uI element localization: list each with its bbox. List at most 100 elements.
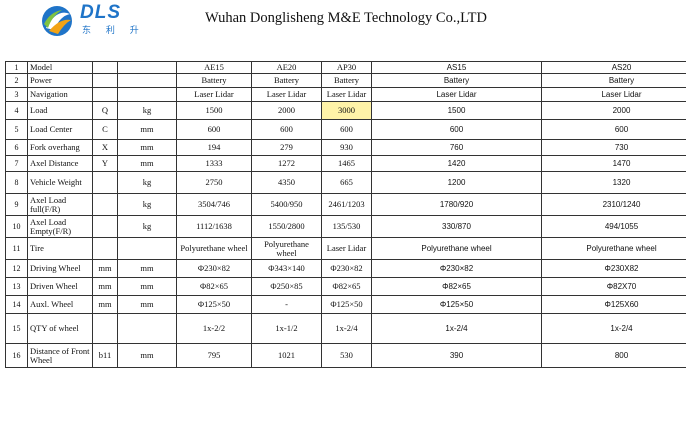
value-as15: AS15 [371, 61, 542, 74]
parameter-symbol [92, 87, 118, 102]
parameter-name: Auxl. Wheel [27, 295, 93, 314]
value-ae15: Laser Lidar [176, 87, 252, 102]
value-ap30: 665 [321, 171, 372, 194]
value-as20: Φ125X60 [541, 295, 686, 314]
value-ae20: 5400/950 [251, 193, 322, 216]
table-row: 12 Driving Wheel mm mm Φ230×82 Φ343×140 Φ230×8… [5, 259, 686, 278]
parameter-unit: mm [117, 139, 177, 156]
table-row: 10 Axel Load Empty(F/R) kg 1112/1638 1550/28… [5, 215, 686, 238]
value-as20: 494/1055 [541, 215, 686, 238]
value-ae20: Φ343×140 [251, 259, 322, 278]
row-number: 5 [5, 119, 28, 140]
value-ae20: 279 [251, 139, 322, 156]
parameter-name: Axel Distance [27, 155, 93, 172]
parameter-name: Model [27, 61, 93, 74]
value-as20: Laser Lidar [541, 87, 686, 102]
parameter-unit: kg [117, 171, 177, 194]
value-as20: 1320 [541, 171, 686, 194]
value-ae15: Φ125×50 [176, 295, 252, 314]
value-ae20: 1272 [251, 155, 322, 172]
value-ae20: Polyurethane wheel [251, 237, 322, 260]
parameter-symbol: mm [92, 259, 118, 278]
value-as20: 2000 [541, 101, 686, 120]
value-ae20: - [251, 295, 322, 314]
value-ap30: 135/530 [321, 215, 372, 238]
parameter-symbol: Q [92, 101, 118, 120]
value-ae15: 1x-2/2 [176, 313, 252, 344]
parameter-unit [117, 237, 177, 260]
parameter-name: Driven Wheel [27, 277, 93, 296]
value-ae20: 600 [251, 119, 322, 140]
value-ae15: Battery [176, 73, 252, 88]
value-as20: Φ230X82 [541, 259, 686, 278]
parameter-name: Load Center [27, 119, 93, 140]
value-ap30: Φ230×82 [321, 259, 372, 278]
logo-text: DLS [80, 2, 121, 23]
value-ae20: AE20 [251, 61, 322, 74]
parameter-unit [117, 87, 177, 102]
parameter-unit [117, 61, 177, 74]
value-ae20: 1550/2800 [251, 215, 322, 238]
table-row: 11 Tire Polyurethane wheel Polyurethane whe… [5, 237, 686, 260]
value-as15: 1x-2/4 [371, 313, 542, 344]
value-as20: Battery [541, 73, 686, 88]
table-row: 9 Axel Load full(F/R) kg 3504/746 5400/950 24… [5, 193, 686, 216]
value-as20: AS20 [541, 61, 686, 74]
parameter-unit: mm [117, 343, 177, 368]
row-number: 15 [5, 313, 28, 344]
table-row: 1 Model AE15 AE20 AP30 AS15 AS20 [5, 61, 686, 74]
logo-subtitle: 东 利 升 [82, 26, 145, 36]
parameter-name: Fork overhang [27, 139, 93, 156]
row-number: 8 [5, 171, 28, 194]
value-as20: 800 [541, 343, 686, 368]
value-as15: 1200 [371, 171, 542, 194]
parameter-unit: mm [117, 259, 177, 278]
row-number: 2 [5, 73, 28, 88]
row-number: 14 [5, 295, 28, 314]
value-ae20: Battery [251, 73, 322, 88]
value-as15: Φ125×50 [371, 295, 542, 314]
parameter-name: Distance of Front Wheel [27, 343, 93, 368]
table-row: 3 Navigation Laser Lidar Laser Lidar Laser L… [5, 87, 686, 102]
table-row: 8 Vehicle Weight kg 2750 4350 665 1200 1320 [5, 171, 686, 194]
parameter-name: Driving Wheel [27, 259, 93, 278]
value-ap30: 2461/1203 [321, 193, 372, 216]
value-as15: Φ230×82 [371, 259, 542, 278]
parameter-symbol [92, 313, 118, 344]
value-ae20: Laser Lidar [251, 87, 322, 102]
row-number: 13 [5, 277, 28, 296]
value-ap30: Laser Lidar [321, 237, 372, 260]
value-ap30: Battery [321, 73, 372, 88]
parameter-unit: kg [117, 193, 177, 216]
company-logo-icon [42, 6, 72, 36]
parameter-symbol: mm [92, 277, 118, 296]
parameter-symbol [92, 215, 118, 238]
row-number: 1 [5, 61, 28, 74]
parameter-unit: mm [117, 119, 177, 140]
value-ae15: 795 [176, 343, 252, 368]
value-as15: Laser Lidar [371, 87, 542, 102]
parameter-name: QTY of wheel [27, 313, 93, 344]
parameter-name: Load [27, 101, 93, 120]
parameter-name: Tire [27, 237, 93, 260]
value-ae15: 2750 [176, 171, 252, 194]
value-as20: 1470 [541, 155, 686, 172]
value-as15: 600 [371, 119, 542, 140]
parameter-unit: mm [117, 155, 177, 172]
row-number: 10 [5, 215, 28, 238]
table-row: 16 Distance of Front Wheel b11 mm 795 1021 530… [5, 343, 686, 368]
value-ae20: 1x-1/2 [251, 313, 322, 344]
parameter-name: Navigation [27, 87, 93, 102]
parameter-symbol [92, 61, 118, 74]
row-number: 11 [5, 237, 28, 260]
value-ap30: Φ125×50 [321, 295, 372, 314]
row-number: 3 [5, 87, 28, 102]
parameter-symbol [92, 171, 118, 194]
value-ap30: 530 [321, 343, 372, 368]
parameter-symbol [92, 193, 118, 216]
parameter-symbol [92, 237, 118, 260]
row-number: 7 [5, 155, 28, 172]
value-as15: Battery [371, 73, 542, 88]
